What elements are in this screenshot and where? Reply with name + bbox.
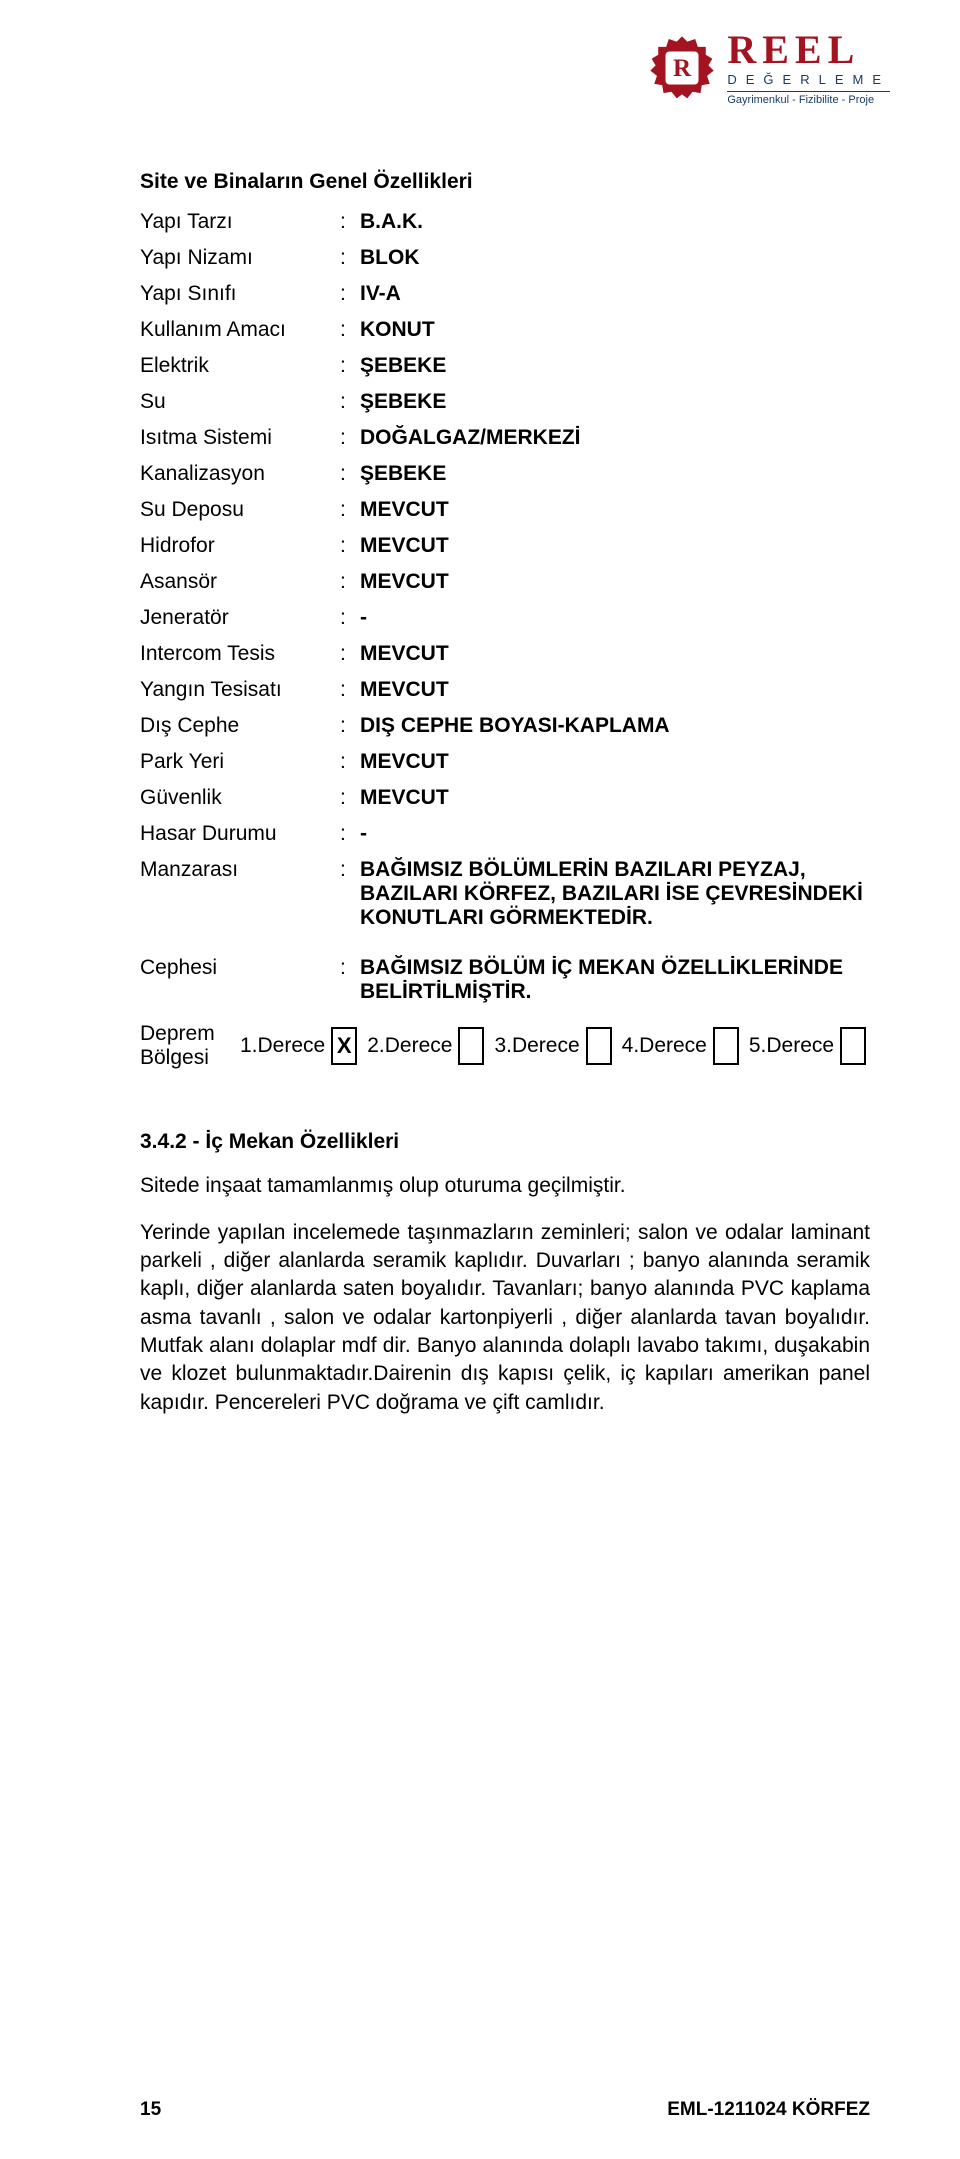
brand-subtitle: DEĞERLEME	[727, 72, 890, 87]
spec-colon: :	[340, 642, 360, 666]
degree-group-5: 5.Derece	[749, 1027, 866, 1065]
degree-checkbox-4[interactable]	[713, 1027, 739, 1065]
spec-colon: :	[340, 426, 360, 450]
spec-colon: :	[340, 498, 360, 522]
spec-label: Kullanım Amacı	[140, 318, 340, 342]
spec-label: Kanalizasyon	[140, 462, 340, 486]
spec-value: DOĞALGAZ/MERKEZİ	[360, 426, 870, 450]
spec-colon: :	[340, 858, 360, 930]
spec-value: ŞEBEKE	[360, 462, 870, 486]
spec-colon: :	[340, 750, 360, 774]
brand-logo: R REEL DEĞERLEME Gayrimenkul - Fizibilit…	[649, 30, 890, 106]
spec-value: ŞEBEKE	[360, 354, 870, 378]
spec-label: Yangın Tesisatı	[140, 678, 340, 702]
spec-value: ŞEBEKE	[360, 390, 870, 414]
degree-group-1: 1.Derece X	[240, 1027, 357, 1065]
degree-label: 5.Derece	[749, 1034, 834, 1058]
spec-value: BLOK	[360, 246, 870, 270]
degree-group-2: 2.Derece	[367, 1027, 484, 1065]
spec-value: DIŞ CEPHE BOYASI-KAPLAMA	[360, 714, 870, 738]
spec-value: MEVCUT	[360, 786, 870, 810]
degree-label: 4.Derece	[622, 1034, 707, 1058]
subsection-title: 3.4.2 - İç Mekan Özellikleri	[140, 1130, 870, 1154]
degree-group-3: 3.Derece	[494, 1027, 611, 1065]
spec-label-manzara: Manzarası	[140, 858, 340, 930]
spec-label: Hasar Durumu	[140, 822, 340, 846]
spec-label-cephe: Cephesi	[140, 956, 340, 1004]
spec-colon: :	[340, 210, 360, 234]
degree-checkbox-1[interactable]: X	[331, 1027, 357, 1065]
spec-label: Elektrik	[140, 354, 340, 378]
spec-colon: :	[340, 606, 360, 630]
spec-colon: :	[340, 822, 360, 846]
degree-group-4: 4.Derece	[622, 1027, 739, 1065]
spec-colon: :	[340, 246, 360, 270]
body-paragraph: Yerinde yapılan incelemede taşınmazların…	[140, 1219, 870, 1417]
spec-label: Yapı Tarzı	[140, 210, 340, 234]
spec-colon: :	[340, 678, 360, 702]
spec-table: Yapı Tarzı : B.A.K. Yapı Nizamı : BLOK Y…	[140, 210, 870, 1004]
spec-colon: :	[340, 390, 360, 414]
page-number: 15	[140, 2099, 161, 2121]
spec-colon: :	[340, 462, 360, 486]
badge-letter: R	[673, 55, 692, 82]
page-footer: 15 EML-1211024 KÖRFEZ	[140, 2099, 870, 2121]
earthquake-zone-label: Deprem Bölgesi	[140, 1022, 230, 1070]
brand-name: REEL	[727, 30, 890, 70]
spec-label: Yapı Sınıfı	[140, 282, 340, 306]
spec-label: Park Yeri	[140, 750, 340, 774]
spec-value: MEVCUT	[360, 678, 870, 702]
body-paragraph: Sitede inşaat tamamlanmış olup oturuma g…	[140, 1172, 870, 1200]
spec-label: Jeneratör	[140, 606, 340, 630]
document-page: R REEL DEĞERLEME Gayrimenkul - Fizibilit…	[0, 0, 960, 2159]
spec-label: Hidrofor	[140, 534, 340, 558]
document-code: EML-1211024 KÖRFEZ	[667, 2099, 870, 2121]
spec-value: MEVCUT	[360, 642, 870, 666]
spec-colon: :	[340, 282, 360, 306]
spec-value: B.A.K.	[360, 210, 870, 234]
spec-label: Asansör	[140, 570, 340, 594]
spec-value: MEVCUT	[360, 750, 870, 774]
earthquake-zone-row: Deprem Bölgesi 1.Derece X 2.Derece 3.Der…	[140, 1022, 870, 1070]
spec-colon: :	[340, 786, 360, 810]
brand-divider	[727, 91, 890, 92]
degree-checkbox-3[interactable]	[586, 1027, 612, 1065]
spec-colon: :	[340, 956, 360, 1004]
degree-label: 2.Derece	[367, 1034, 452, 1058]
spec-colon: :	[340, 534, 360, 558]
spec-colon: :	[340, 354, 360, 378]
brand-text-stack: REEL DEĞERLEME Gayrimenkul - Fizibilite …	[727, 30, 890, 106]
spec-label: Intercom Tesis	[140, 642, 340, 666]
spec-value-manzara: BAĞIMSIZ BÖLÜMLERİN BAZILARI PEYZAJ, BAZ…	[360, 858, 870, 930]
spec-label: Su Deposu	[140, 498, 340, 522]
spec-value: -	[360, 606, 870, 630]
degree-label: 3.Derece	[494, 1034, 579, 1058]
spec-value: MEVCUT	[360, 570, 870, 594]
spec-value: IV-A	[360, 282, 870, 306]
spec-colon: :	[340, 318, 360, 342]
spec-value: KONUT	[360, 318, 870, 342]
spec-value: -	[360, 822, 870, 846]
brand-badge-icon: R	[649, 35, 715, 101]
degree-checkbox-5[interactable]	[840, 1027, 866, 1065]
spec-value: MEVCUT	[360, 498, 870, 522]
degree-label: 1.Derece	[240, 1034, 325, 1058]
spec-colon: :	[340, 714, 360, 738]
spec-value-cephe: BAĞIMSIZ BÖLÜM İÇ MEKAN ÖZELLİKLERİNDE B…	[360, 956, 870, 1004]
spec-label: Güvenlik	[140, 786, 340, 810]
degree-checkbox-2[interactable]	[458, 1027, 484, 1065]
spec-label: Su	[140, 390, 340, 414]
spec-colon: :	[340, 570, 360, 594]
spec-label: Isıtma Sistemi	[140, 426, 340, 450]
spec-value: MEVCUT	[360, 534, 870, 558]
brand-tagline: Gayrimenkul - Fizibilite - Proje	[727, 94, 890, 106]
spec-label: Dış Cephe	[140, 714, 340, 738]
spec-label: Yapı Nizamı	[140, 246, 340, 270]
section-title: Site ve Binaların Genel Özellikleri	[140, 170, 870, 194]
